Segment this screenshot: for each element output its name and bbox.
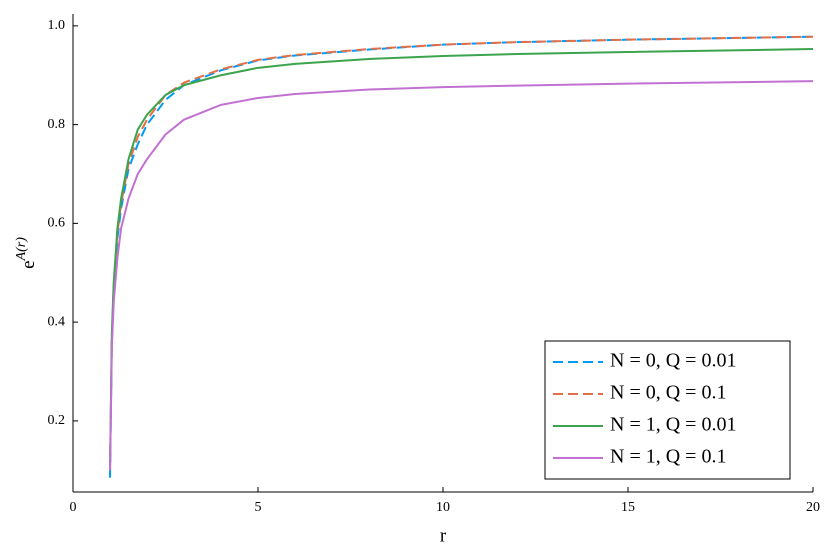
x-axis-label: r xyxy=(440,525,447,546)
x-tick-label: 10 xyxy=(436,500,450,515)
line-series xyxy=(109,48,814,471)
y-tick-label: 0.6 xyxy=(48,216,66,231)
legend-label: N = 0, Q = 0.01 xyxy=(610,350,736,372)
legend-label: N = 1, Q = 0.1 xyxy=(610,446,726,468)
x-tick-label: 5 xyxy=(255,500,262,515)
line-series xyxy=(109,80,814,471)
x-tick-label: 20 xyxy=(806,500,820,515)
y-axis-label: eA(r) xyxy=(14,237,39,269)
y-tick-label: 0.8 xyxy=(48,117,66,132)
y-tick-label: 0.4 xyxy=(48,314,66,329)
x-tick-label: 0 xyxy=(70,500,77,515)
y-axis-label-superscript: A(r) xyxy=(14,237,29,262)
y-tick-label: 1.0 xyxy=(48,18,66,33)
legend-box xyxy=(544,340,791,480)
legend-label: N = 0, Q = 0.1 xyxy=(610,382,726,404)
x-tick-label: 15 xyxy=(621,500,635,515)
legend-label: N = 1, Q = 0.01 xyxy=(610,414,736,436)
y-tick-label: 0.2 xyxy=(48,413,66,428)
y-axis-label-base: e xyxy=(18,260,39,268)
